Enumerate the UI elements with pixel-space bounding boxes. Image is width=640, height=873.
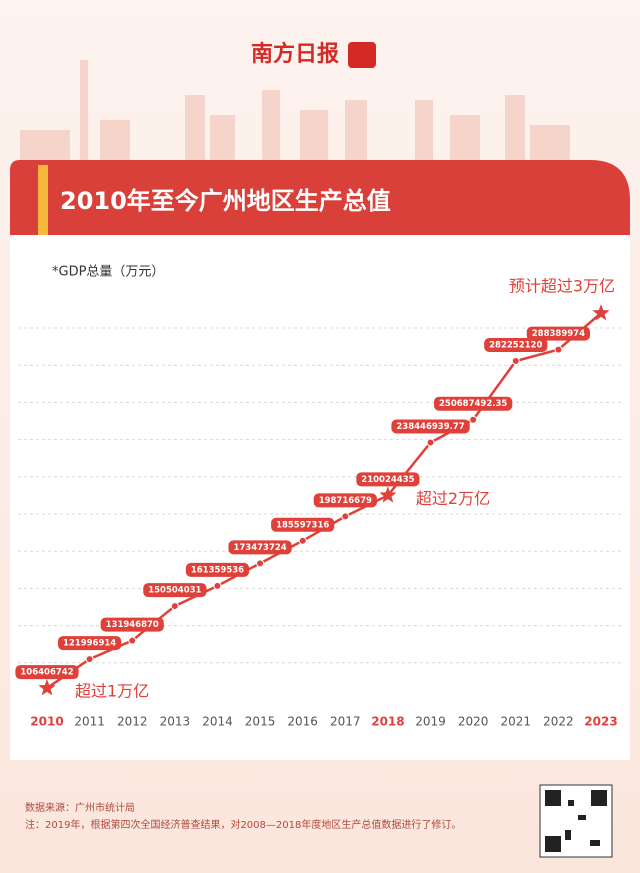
- data-label-bg: [228, 540, 292, 555]
- data-label: 250687492.35: [434, 396, 513, 411]
- chart-title: 2010年至今广州地区生产总值: [60, 187, 391, 215]
- data-label: 210024435: [356, 472, 420, 487]
- data-label-text: 210024435: [361, 475, 414, 485]
- point: [170, 602, 179, 611]
- x-tick-label: 2016: [287, 715, 318, 729]
- annotation: 超过2万亿: [416, 489, 490, 508]
- source: 数据来源：广州市统计局: [25, 801, 135, 814]
- x-tick-label: 2020: [458, 715, 489, 729]
- data-label-bg: [57, 636, 122, 651]
- data-label-text: 198716679: [319, 496, 372, 506]
- data-label-bg: [356, 472, 420, 487]
- data-label-bg: [185, 562, 250, 577]
- data-label: 288389974: [526, 326, 591, 341]
- star-marker: [38, 679, 56, 696]
- annotation: 预计超过3万亿: [509, 277, 615, 296]
- data-label: 185597316: [271, 517, 335, 532]
- x-tick-label: 2014: [202, 715, 233, 729]
- data-label-text: 131946870: [106, 620, 159, 630]
- qr-pattern: [545, 790, 607, 852]
- x-tick-label: 2012: [117, 715, 148, 729]
- data-label-bg: [271, 517, 335, 532]
- data-label-bg: [391, 419, 470, 434]
- point: [128, 636, 137, 645]
- data-label-text: 288389974: [532, 329, 585, 339]
- data-label: 131946870: [100, 617, 164, 632]
- data-label-bg: [526, 326, 591, 341]
- x-tick-label: 2015: [245, 715, 276, 729]
- point: [469, 415, 478, 424]
- data-label-text: 282252120: [489, 341, 542, 351]
- title-accent: [38, 165, 48, 235]
- data-label-bg: [15, 665, 79, 680]
- point: [554, 345, 563, 354]
- data-label-bg: [143, 583, 207, 598]
- point: [256, 559, 265, 568]
- point: [426, 438, 435, 447]
- data-label-text: 250687492.35: [439, 399, 507, 409]
- data-label: 173473724: [228, 540, 292, 555]
- x-tick-label: 2017: [330, 715, 361, 729]
- x-tick-label: 2011: [74, 715, 105, 729]
- data-label-text: 173473724: [233, 543, 286, 553]
- data-label-bg: [313, 493, 377, 508]
- data-label-bg: [484, 338, 548, 353]
- card: [10, 160, 630, 760]
- chart-subtitle: *GDP总量（万元）: [52, 265, 164, 280]
- point: [85, 655, 94, 664]
- x-tick-label: 2023: [584, 715, 617, 729]
- data-label-text: 121996914: [63, 639, 116, 649]
- data-label: 161359536: [185, 562, 250, 577]
- star-marker: [379, 486, 397, 503]
- point: [511, 357, 520, 366]
- brand-logo: 南方日报: [251, 41, 339, 67]
- data-label-text: 185597316: [276, 520, 329, 530]
- point: [298, 536, 307, 545]
- point: [341, 512, 350, 521]
- x-tick-label: 2019: [415, 715, 446, 729]
- data-label-bg: [100, 617, 164, 632]
- x-tick-label: 2010: [30, 715, 63, 729]
- data-label: 150504031: [143, 583, 207, 598]
- skyline: [20, 60, 570, 160]
- note: 注：2019年，根据第四次全国经济普查结果，对2008—2018年度地区生产总值…: [25, 818, 461, 831]
- x-tick-label: 2021: [500, 715, 531, 729]
- data-label-text: 238446939.77: [396, 422, 464, 432]
- data-label: 198716679: [313, 493, 377, 508]
- data-label: 238446939.77: [391, 419, 470, 434]
- data-label: 106406742: [15, 665, 79, 680]
- star-marker: [592, 304, 610, 321]
- data-label-bg: [434, 396, 513, 411]
- x-tick-label: 2022: [543, 715, 574, 729]
- data-label-text: 106406742: [20, 668, 73, 678]
- data-label: 121996914: [57, 636, 122, 651]
- annotation: 超过1万亿: [75, 682, 149, 701]
- brand-icon: [348, 42, 376, 68]
- title-bar: [10, 160, 630, 235]
- x-tick-label: 2013: [160, 715, 191, 729]
- data-label-text: 161359536: [191, 565, 244, 575]
- point: [213, 581, 222, 590]
- data-label-text: 150504031: [148, 586, 201, 596]
- x-tick-label: 2018: [371, 715, 404, 729]
- data-label: 282252120: [484, 338, 548, 353]
